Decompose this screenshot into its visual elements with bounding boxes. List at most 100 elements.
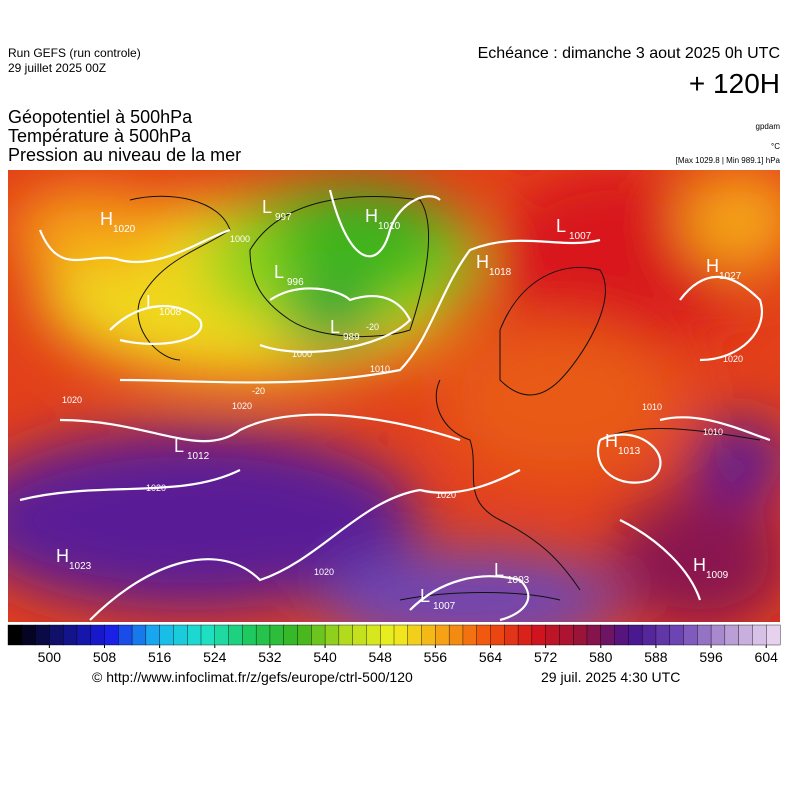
isobar-label: 1010 — [370, 364, 390, 374]
center-value: 1007 — [569, 231, 592, 242]
issued: 29 juil. 2025 4:30 UTC — [541, 669, 681, 685]
colorbar-swatch — [462, 624, 478, 646]
colorbar-swatch — [407, 624, 423, 646]
colorbar-swatch — [200, 624, 216, 646]
colorbar-swatch — [104, 624, 119, 646]
colorbar-swatch — [76, 624, 92, 646]
colorbar-swatch — [448, 624, 464, 646]
colorbar-swatch — [35, 624, 50, 646]
colorbar-swatch — [338, 624, 354, 646]
colorbar-swatch — [600, 624, 616, 646]
isobar-label: 1020 — [436, 490, 456, 500]
colorbar-swatch — [269, 624, 285, 646]
center-kind: L — [330, 317, 340, 337]
isobar-label: 1020 — [723, 354, 743, 364]
isobar-label: 1010 — [642, 402, 662, 412]
source: © http://www.infoclimat.fr/z/gefs/europe… — [92, 669, 413, 685]
field-3: Pression au niveau de la mer — [8, 145, 242, 165]
center-kind: L — [556, 216, 566, 236]
isobar-label: 1020 — [232, 401, 252, 411]
center-kind: L — [420, 586, 430, 606]
colorbar-swatch — [393, 624, 409, 646]
center-value: 1013 — [618, 446, 641, 457]
run-label: Run GEFS (run controle) — [8, 46, 141, 60]
colorbar-swatch — [586, 624, 602, 646]
colorbar-label: 524 — [203, 649, 227, 665]
colorbar-swatch — [366, 624, 381, 646]
colorbar-swatch — [697, 624, 712, 646]
isobar-label: 1000 — [230, 234, 250, 244]
isobar-label: -20 — [252, 386, 265, 396]
center-kind: L — [494, 560, 504, 580]
colorbar-swatch — [738, 624, 753, 646]
colorbar-swatch — [724, 624, 740, 646]
colorbar-swatch — [297, 624, 312, 646]
center-kind: L — [174, 436, 184, 456]
colorbar-swatch — [476, 624, 492, 646]
isobar-label: -20 — [366, 322, 379, 332]
colorbar-swatch — [752, 624, 767, 646]
colorbar-swatch — [545, 624, 560, 646]
colorbar-label: 500 — [38, 649, 62, 665]
lead-time: + 120H — [688, 68, 780, 99]
colorbar-swatch — [62, 624, 78, 646]
unit-geo: gpdam — [755, 122, 780, 131]
center-kind: H — [56, 546, 69, 566]
center-kind: L — [146, 292, 156, 312]
colorbar-swatch — [90, 624, 106, 646]
colorbar-swatch — [559, 624, 574, 646]
center-kind: H — [365, 206, 378, 226]
colorbar-label: 564 — [479, 649, 503, 665]
center-value: 1023 — [69, 561, 92, 572]
colorbar-swatch — [490, 624, 505, 646]
field-2: Température à 500hPa — [8, 126, 192, 146]
colorbar-label: 604 — [755, 649, 779, 665]
colorbar-swatch — [283, 624, 299, 646]
colorbar-swatch — [352, 624, 367, 646]
center-kind: H — [100, 209, 113, 229]
colorbar-swatch — [380, 624, 395, 646]
unit-temp: °C — [771, 142, 780, 151]
colorbar-swatch — [669, 624, 685, 646]
colorbar-swatch — [159, 624, 174, 646]
center-value: 989 — [343, 332, 360, 343]
center-value: 997 — [275, 212, 292, 223]
colorbar-swatch — [655, 624, 671, 646]
center-value: 1003 — [507, 575, 530, 586]
colorbar-swatch — [187, 624, 202, 646]
center-value: 1027 — [719, 271, 742, 282]
center-kind: L — [274, 262, 284, 282]
colorbar-swatch — [683, 624, 698, 646]
colorbar-swatch — [531, 624, 547, 646]
colorbar-swatch — [421, 624, 436, 646]
unit-pressure: [Max 1029.8 | Min 989.1] hPa — [675, 156, 780, 165]
colorbar-swatch — [324, 624, 340, 646]
center-value: 996 — [287, 277, 304, 288]
colorbar-label: 508 — [93, 649, 117, 665]
colorbar-swatch — [21, 624, 37, 646]
center-value: 1010 — [378, 221, 401, 232]
colorbar-swatch — [614, 624, 629, 646]
colorbar-swatch — [766, 624, 781, 646]
colorbar-swatch — [173, 624, 188, 646]
colorbar-swatch — [435, 624, 450, 646]
colorbar-swatch — [145, 624, 161, 646]
center-kind: L — [262, 197, 272, 217]
colorbar-swatch — [641, 624, 657, 646]
isobar-label: 1020 — [314, 567, 334, 577]
colorbar-label: 556 — [424, 649, 448, 665]
center-value: 1007 — [433, 601, 456, 612]
isobar-label: 1000 — [292, 349, 312, 359]
colorbar-swatch — [573, 624, 588, 646]
center-kind: H — [605, 431, 618, 451]
colorbar-swatch — [628, 624, 643, 646]
valid-time: Echéance : dimanche 3 aout 2025 0h UTC — [477, 45, 780, 62]
center-kind: H — [476, 252, 489, 272]
center-value: 1018 — [489, 267, 512, 278]
colorbar-swatch — [49, 624, 64, 646]
center-value: 1009 — [706, 570, 729, 581]
colorbar-label: 572 — [534, 649, 558, 665]
